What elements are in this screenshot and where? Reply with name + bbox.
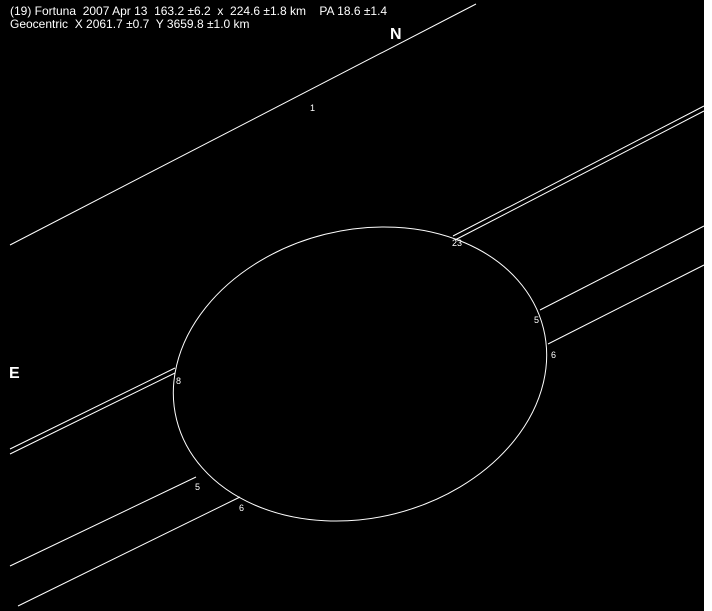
chord-line <box>9 3 477 246</box>
header-line: Geocentric X 2061.7 ±0.7 Y 3659.8 ±1.0 k… <box>10 17 250 31</box>
chord-label: 5 <box>195 482 200 492</box>
east-label: E <box>9 365 20 382</box>
chord-line <box>454 110 705 241</box>
chord-line <box>17 496 241 607</box>
chord-label: 23 <box>452 238 462 248</box>
chord-line <box>9 476 197 567</box>
chord-label: 6 <box>551 350 556 360</box>
chord-line <box>9 367 176 450</box>
chord-label: 1 <box>310 103 315 113</box>
north-label: N <box>390 26 402 43</box>
asteroid-profile <box>172 226 548 522</box>
chord-line <box>539 225 705 311</box>
header-line: (19) Fortuna 2007 Apr 13 163.2 ±6.2 x 22… <box>10 4 387 18</box>
chord-line <box>9 372 176 455</box>
chord-label: 6 <box>239 503 244 513</box>
chord-label: 5 <box>534 315 539 325</box>
chord-line <box>452 105 705 237</box>
chord-label: 8 <box>176 376 181 386</box>
chord-line <box>547 264 705 345</box>
